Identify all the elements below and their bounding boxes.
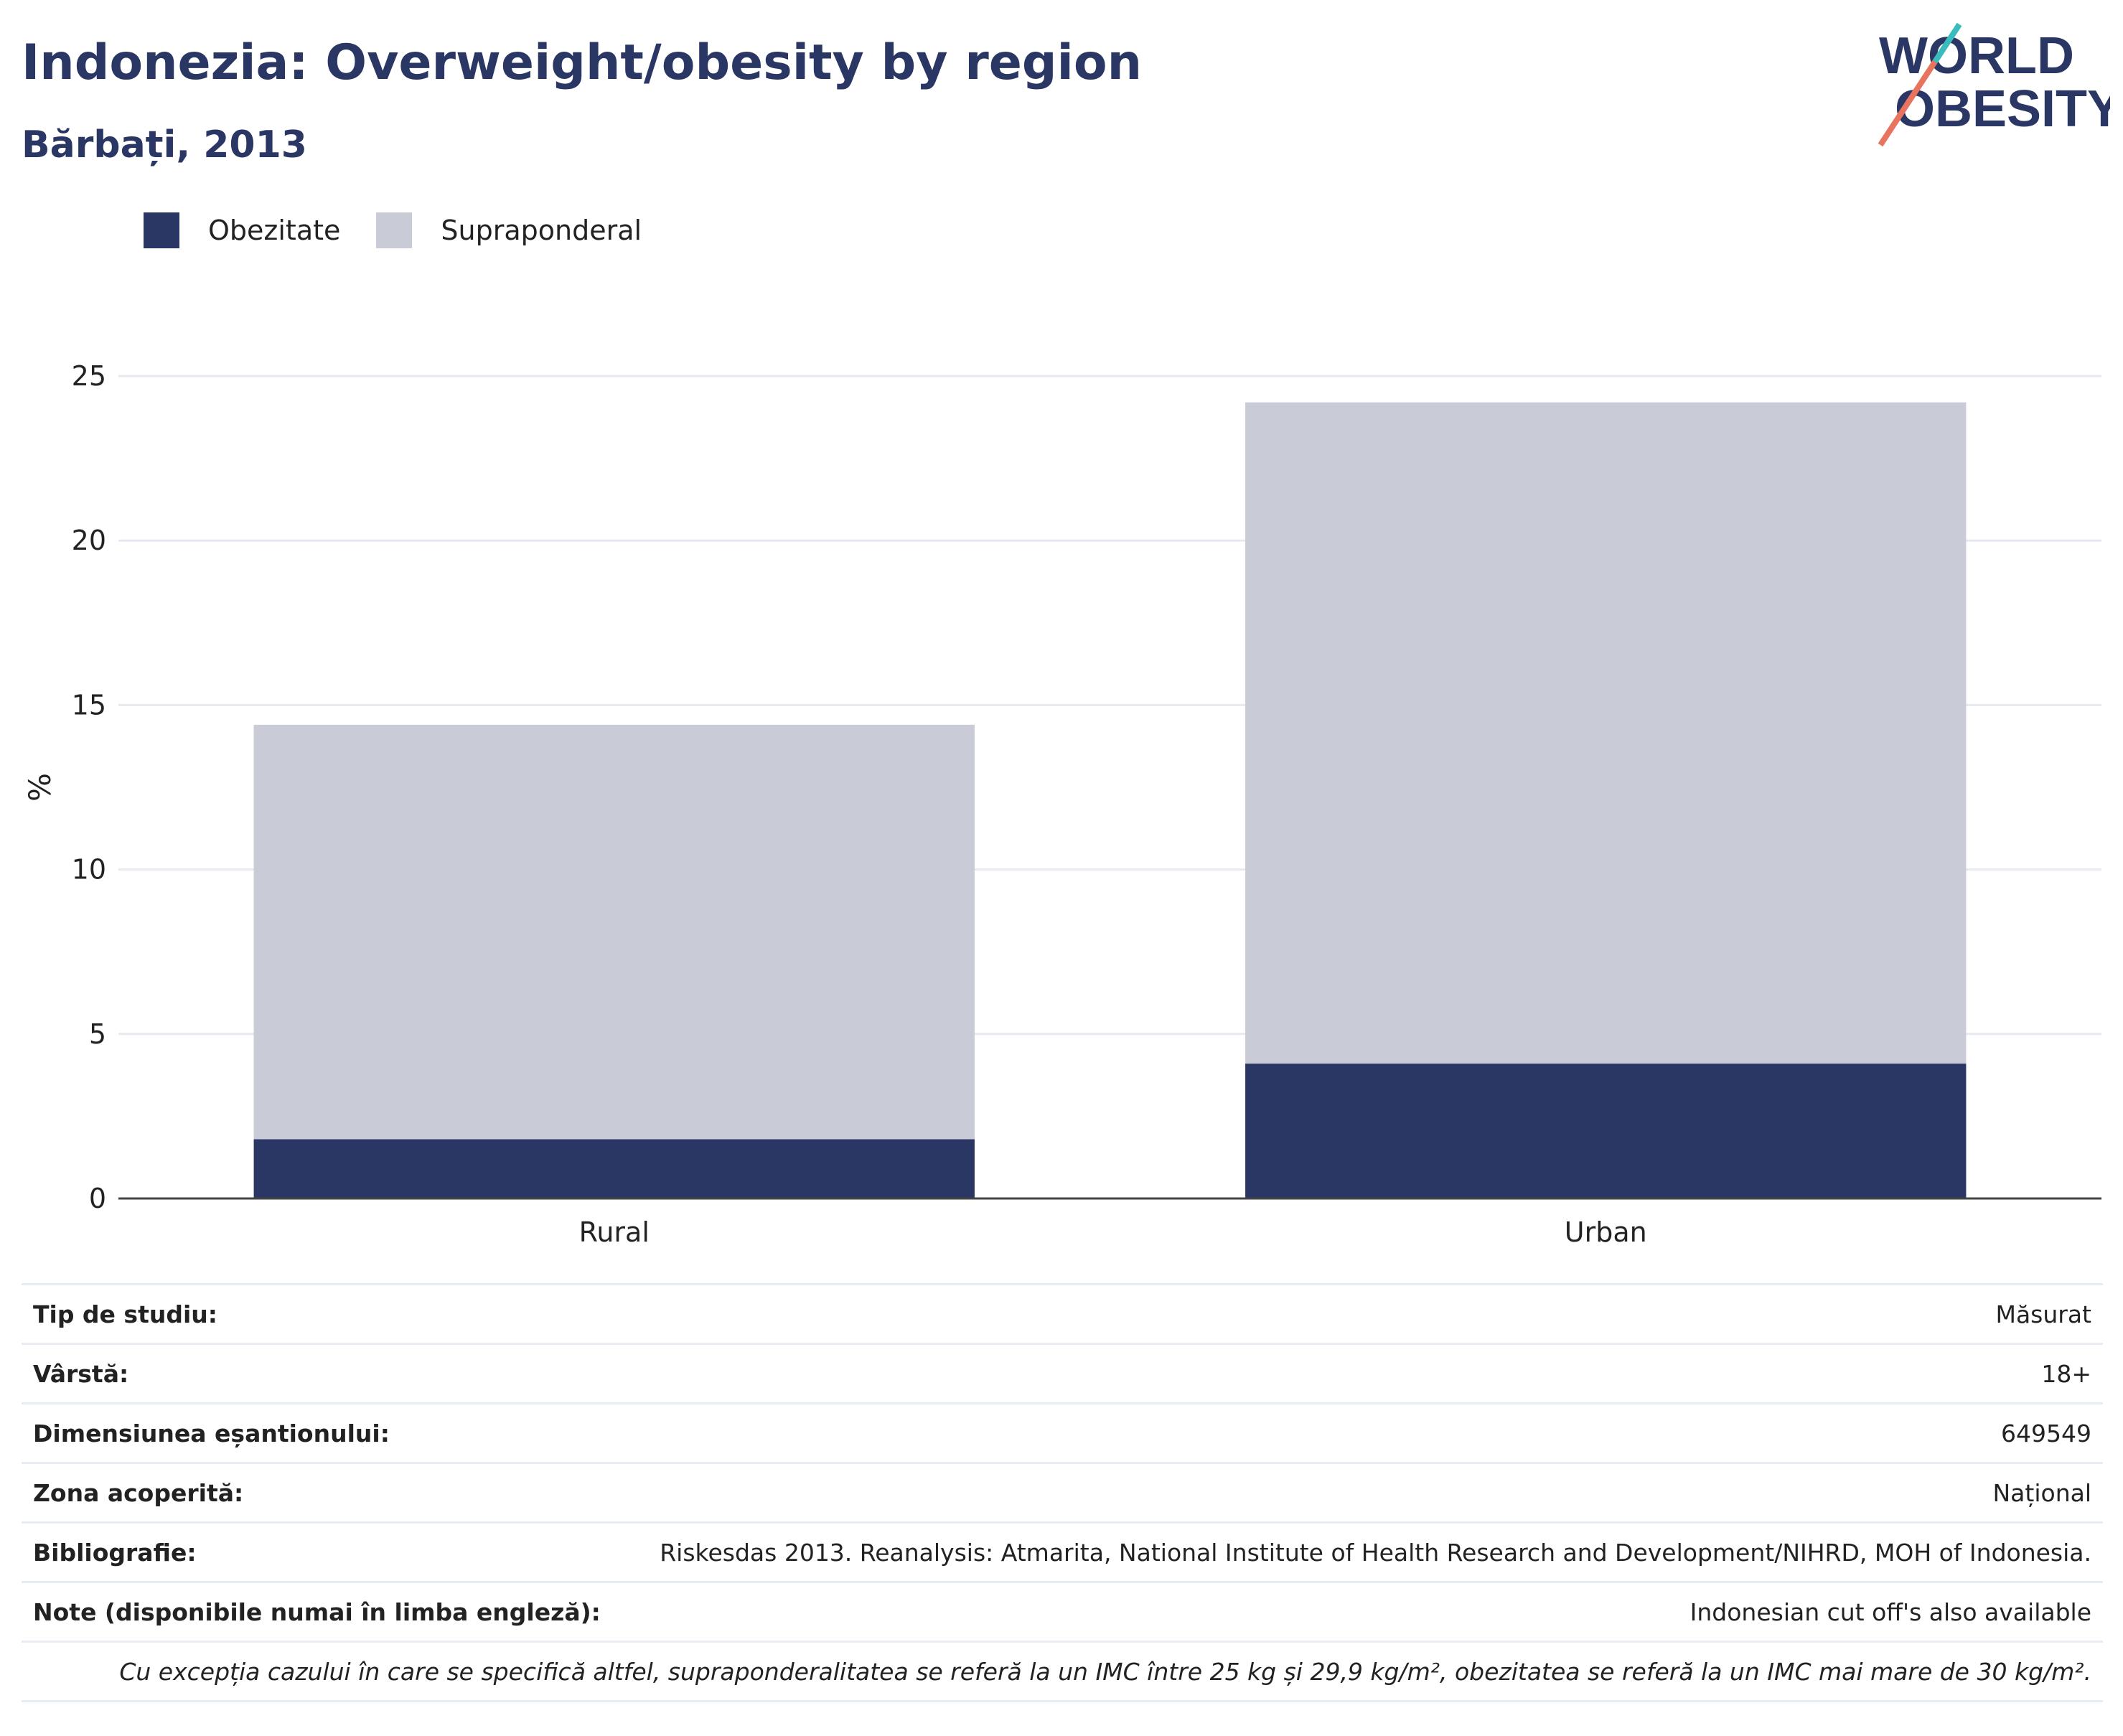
page-title: Indonezia: Overweight/obesity by region (22, 34, 1142, 91)
bar-rural-obezitate (253, 1139, 975, 1198)
x-axis-ticks: Rural Urban (579, 1216, 1647, 1248)
info-label: Zona acoperită: (22, 1462, 623, 1523)
bars (253, 402, 1967, 1198)
y-axis-title: % (22, 773, 57, 802)
bar-urban-supraponderal (1245, 402, 1967, 1064)
info-value: 649549 (622, 1402, 2103, 1463)
legend-label-supraponderal: Supraponderal (441, 215, 642, 246)
stacked-bar-chart: 0 5 10 15 20 25 Rural Urban % (22, 360, 2101, 1248)
y-tick-label: 25 (72, 360, 106, 392)
info-row: Bibliografie: Riskesdas 2013. Reanalysis:… (22, 1521, 2103, 1582)
info-row: Zona acoperită: Național (22, 1462, 2103, 1523)
info-label: Bibliografie: (22, 1521, 623, 1582)
y-tick-label: 20 (72, 525, 106, 556)
y-tick-label: 15 (72, 689, 106, 721)
bar-rural-supraponderal (253, 724, 975, 1140)
y-tick-label: 0 (89, 1183, 106, 1214)
y-axis-ticks: 0 5 10 15 20 25 (72, 360, 106, 1214)
y-tick-label: 10 (72, 854, 106, 886)
logo-slash-teal (1932, 22, 1962, 64)
logo-text-line1: WORLD (1879, 27, 2074, 85)
info-row: Note (disponibile numai în limba engleză… (22, 1581, 2103, 1642)
logo-slash-red (1878, 60, 1938, 147)
chart-legend: Obezitate Supraponderal (144, 212, 678, 248)
page-subtitle: Bărbați, 2013 (22, 123, 307, 166)
info-row: Tip de studiu: Măsurat (22, 1283, 2103, 1344)
info-value: Măsurat (622, 1283, 2103, 1344)
info-value: Indonesian cut off's also available (622, 1581, 2103, 1642)
definition-footnote: Cu excepția cazului în care se specifică… (22, 1641, 2103, 1702)
legend-swatch-supraponderal (376, 212, 413, 248)
world-obesity-logo: WORLD OBESITY (1878, 22, 2110, 147)
info-label: Vârstă: (22, 1343, 623, 1404)
info-label: Tip de studiu: (22, 1283, 623, 1344)
x-tick-label: Urban (1565, 1216, 1647, 1248)
footnote-row: Cu excepția cazului în care se specifică… (22, 1641, 2103, 1702)
info-label: Dimensiunea eșantionului: (22, 1402, 623, 1463)
legend-label-obezitate: Obezitate (208, 215, 341, 246)
study-info-table: Tip de studiu: Măsurat Vârstă: 18+ Dimensiun… (22, 1283, 2103, 1702)
legend-item-supraponderal: Supraponderal (376, 212, 642, 248)
info-value: Național (622, 1462, 2103, 1523)
y-tick-label: 5 (89, 1018, 106, 1050)
logo-text-line2: OBESITY (1895, 80, 2110, 138)
x-tick-label: Rural (579, 1216, 650, 1248)
info-label: Note (disponibile numai în limba engleză… (22, 1581, 623, 1642)
info-value: Riskesdas 2013. Reanalysis: Atmarita, Na… (622, 1521, 2103, 1582)
legend-item-obezitate: Obezitate (144, 212, 340, 248)
info-value: 18+ (622, 1343, 2103, 1404)
info-row: Vârstă: 18+ (22, 1343, 2103, 1404)
bar-urban-obezitate (1245, 1064, 1967, 1198)
info-row: Dimensiunea eșantionului: 649549 (22, 1402, 2103, 1463)
legend-swatch-obezitate (144, 212, 179, 248)
